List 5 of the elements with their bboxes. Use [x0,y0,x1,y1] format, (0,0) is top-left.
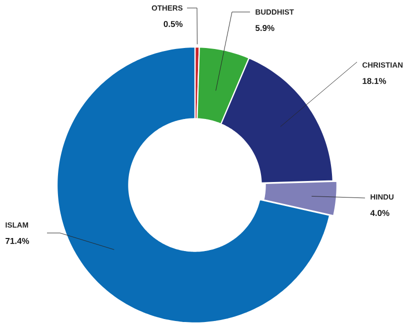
data-label: 71.4% [6,238,30,244]
data-label: 4.0% [370,210,390,216]
data-label: 5.9% [255,24,274,31]
data-label: 18.1% [362,78,386,84]
data-label: 0.5% [164,20,183,27]
